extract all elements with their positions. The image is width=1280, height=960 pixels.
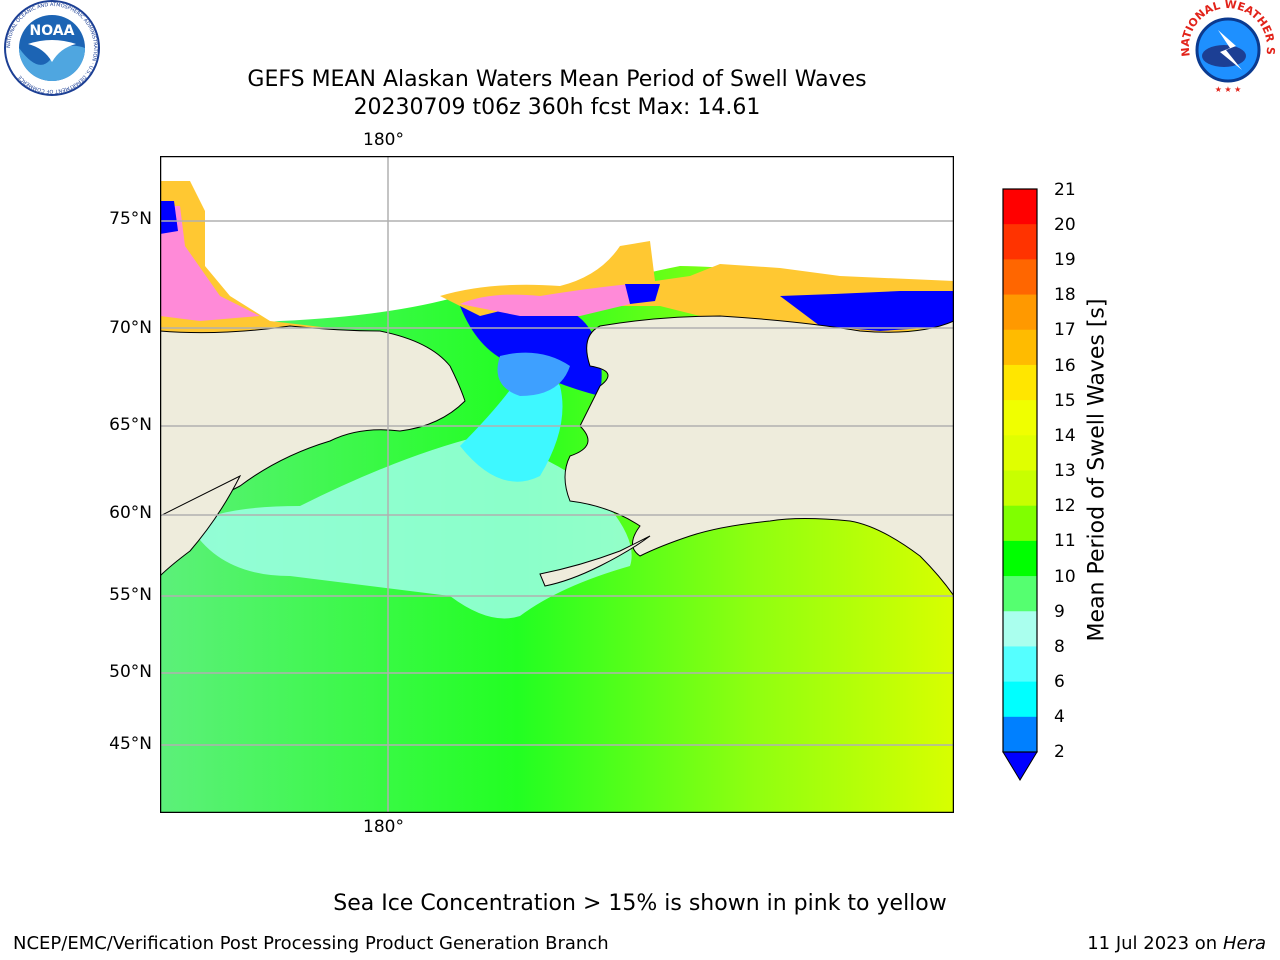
map-panel — [160, 156, 954, 813]
lon-label-top: 180° — [363, 130, 404, 150]
colorbar-band — [1003, 681, 1037, 718]
colorbar-tick-15: 15 — [1054, 391, 1076, 411]
alaska-land — [564, 315, 954, 597]
colorbar-tick-10: 10 — [1054, 567, 1076, 587]
colorbar-band — [1003, 259, 1037, 296]
colorbar-tick-13: 13 — [1054, 461, 1076, 481]
colorbar-tick-19: 19 — [1054, 250, 1076, 270]
nws-logo: NATIONAL WEATHER SERVICE ★ ★ ★ — [1174, 0, 1278, 100]
arctic-open-area — [160, 156, 954, 331]
colorbar-tick-21: 21 — [1054, 180, 1076, 200]
footer-org: NCEP/EMC/Verification Post Processing Pr… — [13, 933, 609, 954]
colorbar-band — [1003, 470, 1037, 507]
map-frame — [160, 156, 954, 813]
colorbar-band — [1003, 435, 1037, 471]
colorbar-band — [1003, 400, 1037, 436]
lat-label-55: 55°N — [109, 585, 152, 605]
alaska-peninsula — [539, 535, 651, 587]
lat-label-50: 50°N — [109, 662, 152, 682]
colorbar-tick-18: 18 — [1054, 285, 1076, 305]
colorbar-tick-4: 4 — [1054, 707, 1065, 727]
colorbar-band — [1003, 329, 1037, 366]
colorbar-band — [1003, 646, 1037, 683]
svg-text:NOAA: NOAA — [30, 23, 75, 39]
colorbar-label: Mean Period of Swell Waves [s] — [1084, 298, 1110, 642]
colorbar-band — [1003, 364, 1037, 401]
colorbar-tick-20: 20 — [1054, 215, 1076, 235]
sea-ice-north-inner — [460, 284, 630, 316]
colorbar-band — [1003, 576, 1037, 612]
colorbar-tick-6: 6 — [1054, 672, 1065, 692]
graticule — [160, 156, 954, 813]
colorbar-band — [1003, 189, 1037, 225]
beaufort-field — [780, 291, 954, 331]
kamchatka-land — [160, 474, 242, 577]
lat-label-70: 70°N — [109, 318, 152, 338]
colorbar-tick-11: 11 — [1054, 531, 1076, 551]
svg-text:★ ★ ★: ★ ★ ★ — [1215, 85, 1242, 94]
colorbar-band — [1003, 294, 1037, 331]
chart-subtitle: 20230709 t06z 360h fcst Max: 14.61 — [353, 95, 761, 120]
colorbar-tick-2: 2 — [1054, 742, 1065, 762]
bering-strait-field — [460, 368, 563, 482]
colorbar — [1000, 186, 1040, 786]
lat-label-65: 65°N — [109, 415, 152, 435]
colorbar-tick-17: 17 — [1054, 320, 1076, 340]
chukchi-mid-field — [497, 352, 570, 396]
colorbar-band — [1003, 716, 1037, 753]
ice-blue-patch-west — [160, 201, 178, 234]
ice-blue-patch-north — [625, 284, 660, 304]
colorbar-extend-arrow — [1002, 751, 1038, 781]
chart-title: GEFS MEAN Alaskan Waters Mean Period of … — [247, 67, 867, 92]
colorbar-band — [1003, 611, 1037, 647]
sea-ice-west-inner — [160, 206, 260, 321]
noaa-logo: NOAA NATIONAL OCEANIC AND ATMOSPHERIC AD… — [2, 0, 102, 100]
colorbar-tick-12: 12 — [1054, 496, 1076, 516]
colorbar-frame — [1002, 188, 1038, 753]
lon-label-bottom: 180° — [363, 817, 404, 837]
colorbar-tick-16: 16 — [1054, 356, 1076, 376]
footer-date-text: 11 Jul 2023 on — [1087, 933, 1223, 954]
lat-label-45: 45°N — [109, 734, 152, 754]
footer-host: Hera — [1222, 933, 1266, 954]
lat-label-75: 75°N — [109, 209, 152, 229]
sea-ice-note: Sea Ice Concentration > 15% is shown in … — [333, 891, 947, 916]
lat-label-60: 60°N — [109, 503, 152, 523]
colorbar-band — [1003, 505, 1037, 542]
bering-shelf-field — [190, 436, 632, 619]
colorbar-tick-9: 9 — [1054, 602, 1065, 622]
footer-date: 11 Jul 2023 on Hera — [1087, 933, 1266, 954]
colorbar-band — [1003, 540, 1037, 577]
colorbar-tick-14: 14 — [1054, 426, 1076, 446]
colorbar-band — [1003, 224, 1037, 260]
colorbar-tick-8: 8 — [1054, 637, 1065, 657]
